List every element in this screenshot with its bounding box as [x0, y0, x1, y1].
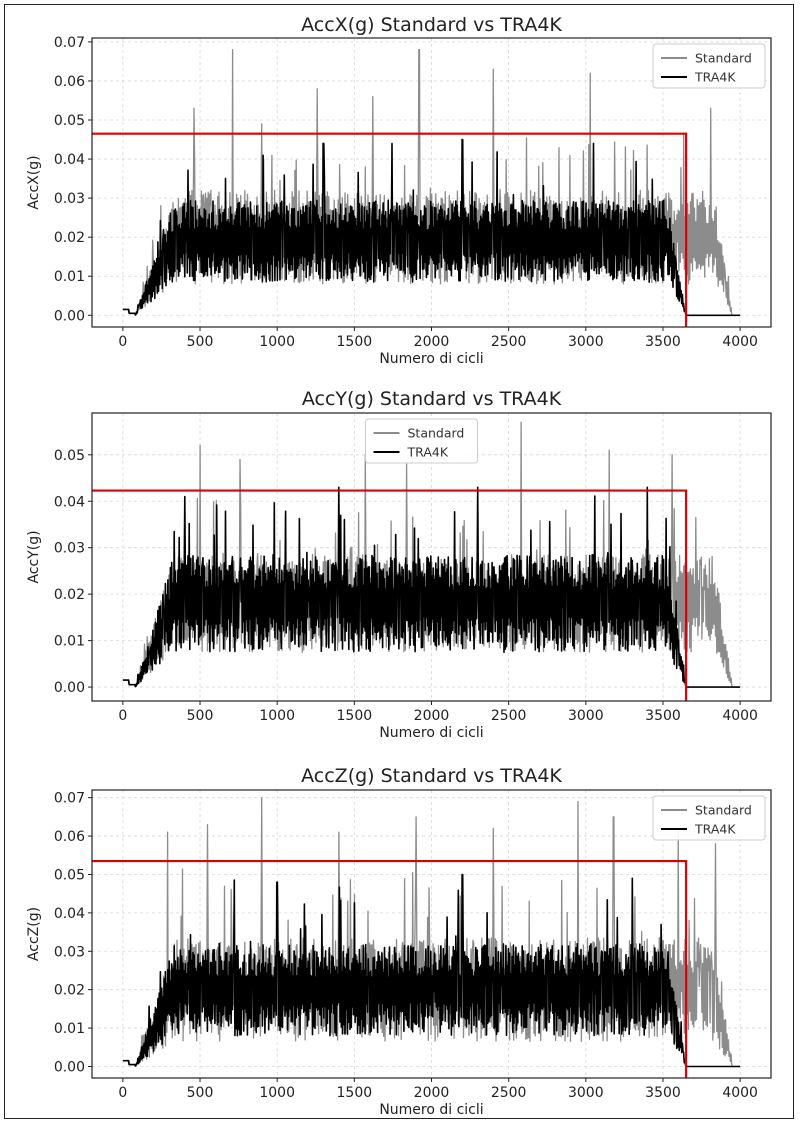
- x-tick-label: 2000: [414, 334, 450, 350]
- y-tick-label: 0.03: [54, 191, 85, 207]
- x-tick-label: 3000: [568, 334, 604, 350]
- legend: Standard TRA4K: [652, 43, 766, 89]
- x-tick-label: 1500: [337, 708, 373, 724]
- x-tick-label: 0: [118, 1085, 127, 1101]
- legend-label-standard: Standard: [695, 803, 752, 818]
- y-tick-label: 0.01: [54, 1021, 85, 1037]
- x-tick-label: 1000: [259, 334, 295, 350]
- legend: Standard TRA4K: [365, 418, 478, 464]
- x-tick-label: 1000: [259, 1085, 295, 1101]
- x-axis-label: Numero di cicli: [379, 351, 483, 367]
- x-tick-label: 4000: [722, 1085, 758, 1101]
- threshold-line: [92, 859, 688, 1078]
- series-line-tra4k: [122, 138, 741, 317]
- y-tick-label: 0.07: [54, 35, 85, 51]
- y-tick-label: 0.02: [54, 587, 85, 603]
- y-axis-label: AccZ(g): [26, 907, 42, 961]
- y-tick-label: 0.07: [54, 791, 85, 807]
- chart-panel-2: AccY(g) Standard vs TRA4K 0 500 1000 1500 200…: [26, 388, 772, 741]
- legend-label-standard: Standard: [408, 426, 465, 441]
- x-tick-label: 3500: [645, 1085, 681, 1101]
- y-axis-label: AccY(g): [26, 530, 42, 583]
- legend-label-tra4k: TRA4K: [694, 70, 736, 85]
- x-axis-label: Numero di cicli: [379, 1102, 483, 1118]
- chart-title: AccX(g) Standard vs TRA4K: [301, 14, 562, 36]
- y-tick-label: 0.01: [54, 634, 85, 650]
- x-tick-label: 500: [187, 334, 214, 350]
- y-tick-label: 0.04: [54, 906, 85, 922]
- x-tick-label: 2000: [414, 708, 450, 724]
- threshold-line: [92, 489, 688, 701]
- threshold-line: [92, 132, 688, 327]
- x-tick-label: 3000: [568, 1085, 604, 1101]
- x-tick-label: 2000: [414, 1085, 450, 1101]
- y-tick-label: 0.05: [54, 113, 85, 129]
- x-tick-label: 1000: [259, 708, 295, 724]
- y-tick-label: 0.03: [54, 944, 85, 960]
- y-tick-label: 0.06: [54, 829, 85, 845]
- x-tick-label: 4000: [722, 708, 758, 724]
- legend-label-tra4k: TRA4K: [407, 445, 449, 460]
- y-tick-label: 0.00: [54, 1059, 85, 1075]
- y-tick-label: 0.04: [54, 152, 85, 168]
- y-tick-label: 0.05: [54, 867, 85, 883]
- y-tick-label: 0.05: [54, 448, 85, 464]
- x-tick-label: 500: [187, 708, 214, 724]
- x-tick-label: 3000: [568, 708, 604, 724]
- series-line-tra4k: [122, 486, 741, 688]
- x-tick-label: 3500: [645, 334, 681, 350]
- x-tick-label: 2500: [491, 1085, 527, 1101]
- legend-label-standard: Standard: [695, 51, 752, 66]
- chart-title: AccY(g) Standard vs TRA4K: [302, 388, 562, 410]
- y-tick-label: 0.02: [54, 983, 85, 999]
- y-tick-label: 0.04: [54, 494, 85, 510]
- x-tick-label: 0: [118, 334, 127, 350]
- chart-panel-3: AccZ(g) Standard vs TRA4K 0 500 1000 1500 200…: [26, 765, 772, 1118]
- x-tick-label: 3500: [645, 708, 681, 724]
- legend: Standard TRA4K: [652, 795, 766, 841]
- x-tick-label: 4000: [722, 334, 758, 350]
- x-tick-label: 0: [118, 708, 127, 724]
- series-line-tra4k: [122, 873, 741, 1068]
- x-axis-label: Numero di cicli: [379, 725, 483, 741]
- chart-panel-1: AccX(g) Standard vs TRA4K 0 500 1000 1500 200…: [26, 14, 772, 367]
- x-tick-label: 2500: [491, 708, 527, 724]
- x-tick-label: 1500: [337, 334, 373, 350]
- y-axis-label: AccX(g): [26, 155, 42, 209]
- x-tick-label: 2500: [491, 334, 527, 350]
- y-tick-label: 0.00: [54, 680, 85, 696]
- y-tick-label: 0.03: [54, 541, 85, 557]
- y-tick-label: 0.02: [54, 230, 85, 246]
- y-tick-label: 0.00: [54, 308, 85, 324]
- chart-title: AccZ(g) Standard vs TRA4K: [301, 765, 562, 787]
- y-tick-label: 0.01: [54, 269, 85, 285]
- y-tick-label: 0.06: [54, 74, 85, 90]
- x-tick-label: 1500: [337, 1085, 373, 1101]
- legend-label-tra4k: TRA4K: [694, 822, 736, 837]
- x-tick-label: 500: [187, 1085, 214, 1101]
